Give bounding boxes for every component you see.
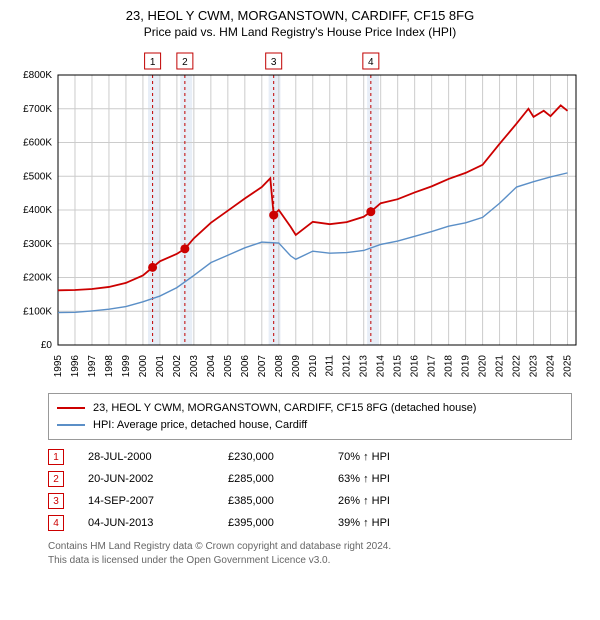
sale-price: £395,000 [228, 517, 338, 529]
sale-date: 14-SEP-2007 [88, 495, 228, 507]
svg-text:2022: 2022 [512, 355, 523, 378]
svg-text:1996: 1996 [70, 355, 81, 378]
svg-text:2002: 2002 [172, 355, 183, 378]
svg-text:2008: 2008 [274, 355, 285, 378]
sale-price: £285,000 [228, 473, 338, 485]
svg-text:2006: 2006 [240, 355, 251, 378]
page-subtitle: Price paid vs. HM Land Registry's House … [10, 25, 590, 39]
svg-text:2025: 2025 [563, 355, 574, 378]
sale-marker: 2 [48, 471, 64, 487]
footer: Contains HM Land Registry data © Crown c… [48, 540, 572, 567]
sale-date: 20-JUN-2002 [88, 473, 228, 485]
sale-hpi-diff: 63% ↑ HPI [338, 473, 572, 485]
sale-marker: 3 [48, 493, 64, 509]
sale-row: 1 28-JUL-2000£230,00070% ↑ HPI [48, 446, 572, 468]
svg-text:£200K: £200K [23, 273, 52, 284]
sale-date: 04-JUN-2013 [88, 517, 228, 529]
svg-text:2001: 2001 [155, 355, 166, 378]
legend-label: 23, HEOL Y CWM, MORGANSTOWN, CARDIFF, CF… [93, 400, 476, 417]
sale-row: 2 20-JUN-2002£285,00063% ↑ HPI [48, 468, 572, 490]
svg-text:2007: 2007 [257, 355, 268, 378]
svg-text:2000: 2000 [138, 355, 149, 378]
svg-text:£400K: £400K [23, 205, 52, 216]
svg-text:4: 4 [368, 57, 374, 68]
sale-hpi-diff: 70% ↑ HPI [338, 451, 572, 463]
svg-text:2024: 2024 [546, 355, 557, 378]
svg-text:2021: 2021 [495, 355, 506, 378]
svg-text:2012: 2012 [342, 355, 353, 378]
sale-row: 4 04-JUN-2013£395,00039% ↑ HPI [48, 512, 572, 534]
sale-marker: 4 [48, 515, 64, 531]
sale-price: £385,000 [228, 495, 338, 507]
legend-swatch [57, 407, 85, 409]
sale-marker: 1 [48, 449, 64, 465]
svg-text:£700K: £700K [23, 104, 52, 115]
svg-text:2018: 2018 [444, 355, 455, 378]
svg-text:£300K: £300K [23, 239, 52, 250]
svg-text:1998: 1998 [104, 355, 115, 378]
svg-text:2005: 2005 [223, 355, 234, 378]
legend: 23, HEOL Y CWM, MORGANSTOWN, CARDIFF, CF… [48, 393, 572, 440]
svg-text:2015: 2015 [393, 355, 404, 378]
legend-row: 23, HEOL Y CWM, MORGANSTOWN, CARDIFF, CF… [57, 400, 563, 417]
sale-hpi-diff: 39% ↑ HPI [338, 517, 572, 529]
title-block: 23, HEOL Y CWM, MORGANSTOWN, CARDIFF, CF… [10, 8, 590, 39]
svg-text:2020: 2020 [478, 355, 489, 378]
svg-text:1: 1 [150, 57, 156, 68]
legend-row: HPI: Average price, detached house, Card… [57, 417, 563, 434]
svg-text:2019: 2019 [461, 355, 472, 378]
svg-text:2010: 2010 [308, 355, 319, 378]
sales-table: 1 28-JUL-2000£230,00070% ↑ HPI 2 20-JUN-200… [48, 446, 572, 534]
svg-text:2003: 2003 [189, 355, 200, 378]
chart: £0 £100K £200K £300K £400K £500K £600K £700K £80… [10, 45, 590, 385]
svg-text:2013: 2013 [359, 355, 370, 378]
legend-swatch [57, 424, 85, 426]
svg-text:2009: 2009 [291, 355, 302, 378]
svg-text:2004: 2004 [206, 355, 217, 378]
chart-svg: £0 £100K £200K £300K £400K £500K £600K £700K £80… [10, 45, 590, 385]
svg-text:1999: 1999 [121, 355, 132, 378]
footer-line2: This data is licensed under the Open Gov… [48, 554, 572, 568]
footer-line1: Contains HM Land Registry data © Crown c… [48, 540, 572, 554]
svg-text:2011: 2011 [325, 355, 336, 377]
svg-text:2023: 2023 [529, 355, 540, 378]
svg-text:£800K: £800K [23, 70, 52, 81]
svg-text:2: 2 [182, 57, 188, 68]
svg-text:2017: 2017 [427, 355, 438, 378]
svg-text:3: 3 [271, 57, 277, 68]
page-title: 23, HEOL Y CWM, MORGANSTOWN, CARDIFF, CF… [10, 8, 590, 23]
svg-text:£0: £0 [41, 340, 53, 351]
svg-text:£600K: £600K [23, 138, 52, 149]
sale-hpi-diff: 26% ↑ HPI [338, 495, 572, 507]
svg-text:2014: 2014 [376, 355, 387, 378]
sale-price: £230,000 [228, 451, 338, 463]
sale-date: 28-JUL-2000 [88, 451, 228, 463]
page: 23, HEOL Y CWM, MORGANSTOWN, CARDIFF, CF… [0, 0, 600, 575]
sale-row: 3 14-SEP-2007£385,00026% ↑ HPI [48, 490, 572, 512]
svg-text:£500K: £500K [23, 171, 52, 182]
svg-text:£100K: £100K [23, 306, 52, 317]
legend-label: HPI: Average price, detached house, Card… [93, 417, 307, 434]
svg-text:2016: 2016 [410, 355, 421, 378]
svg-text:1997: 1997 [87, 355, 98, 378]
svg-text:1995: 1995 [53, 355, 64, 378]
